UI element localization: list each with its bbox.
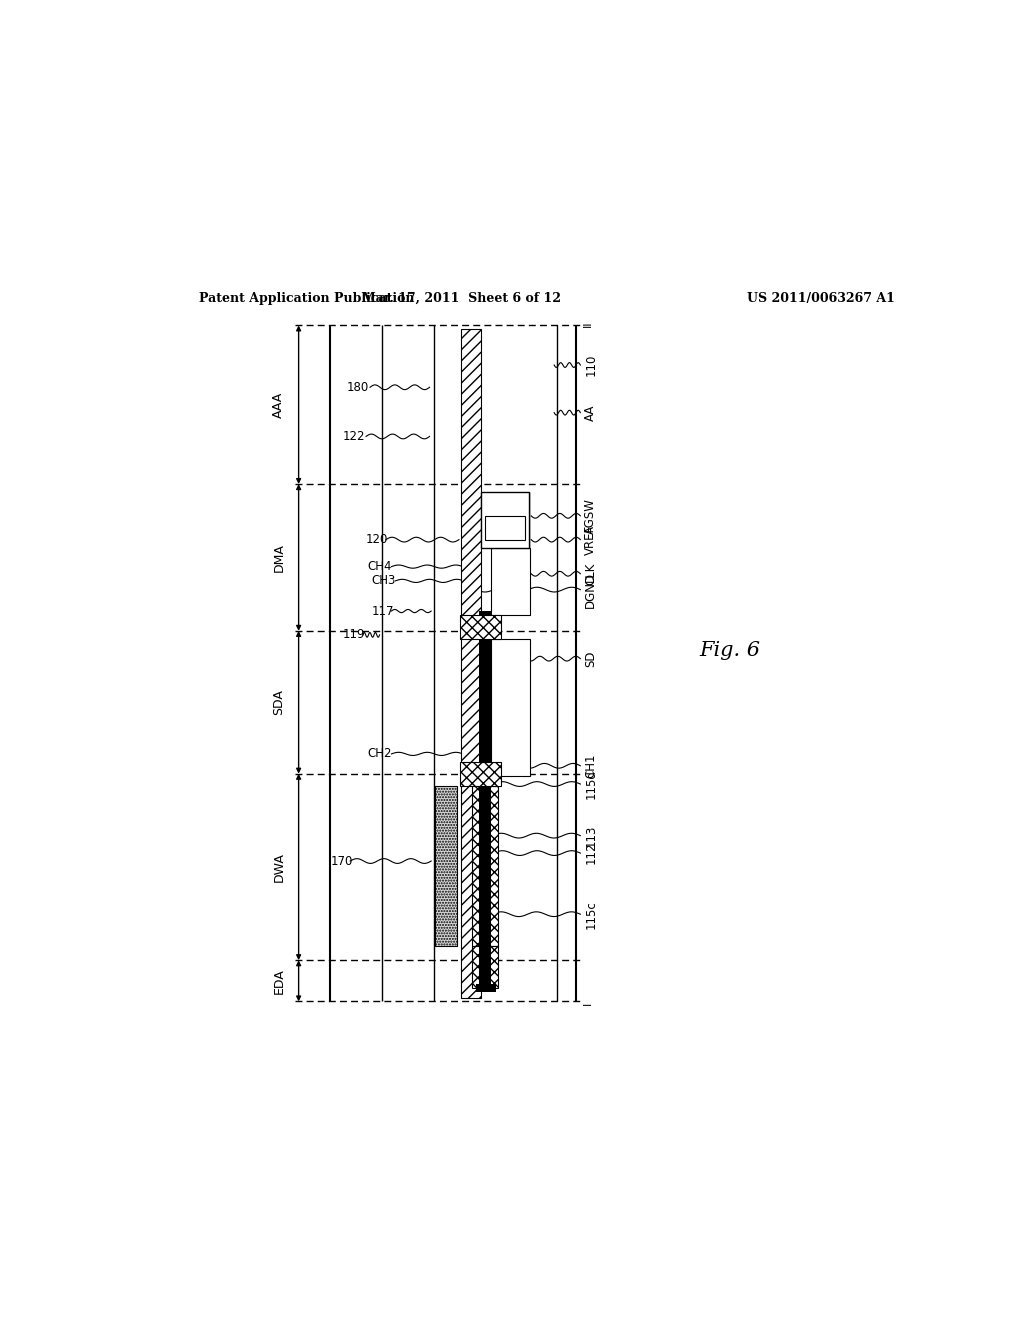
- Bar: [460, 762, 501, 785]
- Text: US 2011/0063267 A1: US 2011/0063267 A1: [748, 292, 895, 305]
- Text: I: I: [583, 1002, 593, 1005]
- Text: 113: 113: [585, 825, 597, 847]
- Bar: [490, 639, 530, 776]
- Text: AA: AA: [585, 404, 597, 421]
- Text: Fig. 6: Fig. 6: [699, 642, 761, 660]
- Text: CH2: CH2: [368, 747, 392, 760]
- Text: 115c: 115c: [585, 900, 597, 928]
- Text: Patent Application Publication: Patent Application Publication: [200, 292, 415, 305]
- Text: 120: 120: [366, 533, 388, 546]
- Text: CH3: CH3: [372, 574, 396, 587]
- Text: SDA: SDA: [272, 689, 286, 715]
- Bar: [479, 784, 492, 991]
- Text: 117: 117: [372, 605, 394, 618]
- Text: CH1: CH1: [585, 754, 597, 777]
- Text: 110: 110: [585, 354, 597, 376]
- Text: AAA: AAA: [272, 392, 286, 418]
- Bar: [479, 611, 492, 777]
- Bar: [481, 492, 528, 548]
- Bar: [472, 785, 498, 946]
- Text: AGSW: AGSW: [585, 498, 597, 533]
- Text: 112: 112: [585, 842, 597, 865]
- Text: EDA: EDA: [272, 968, 286, 994]
- Bar: [461, 329, 481, 998]
- Text: CLK: CLK: [585, 562, 597, 585]
- Text: DGND: DGND: [585, 572, 597, 607]
- Text: II: II: [583, 321, 593, 327]
- Bar: [472, 946, 498, 987]
- Text: 170: 170: [331, 854, 352, 867]
- Text: Mar. 17, 2011  Sheet 6 of 12: Mar. 17, 2011 Sheet 6 of 12: [361, 292, 561, 305]
- Text: 115d: 115d: [585, 770, 597, 799]
- Bar: [435, 785, 458, 946]
- Text: 122: 122: [342, 430, 365, 444]
- Text: 119: 119: [342, 628, 365, 642]
- Bar: [490, 548, 530, 615]
- Text: DMA: DMA: [272, 543, 286, 572]
- Bar: [475, 983, 497, 991]
- Text: SD: SD: [585, 651, 597, 667]
- Text: CH4: CH4: [368, 560, 392, 573]
- Text: VREF: VREF: [585, 524, 597, 554]
- Bar: [460, 615, 501, 639]
- Text: DWA: DWA: [272, 851, 286, 882]
- Bar: [485, 516, 524, 540]
- Text: 180: 180: [346, 380, 369, 393]
